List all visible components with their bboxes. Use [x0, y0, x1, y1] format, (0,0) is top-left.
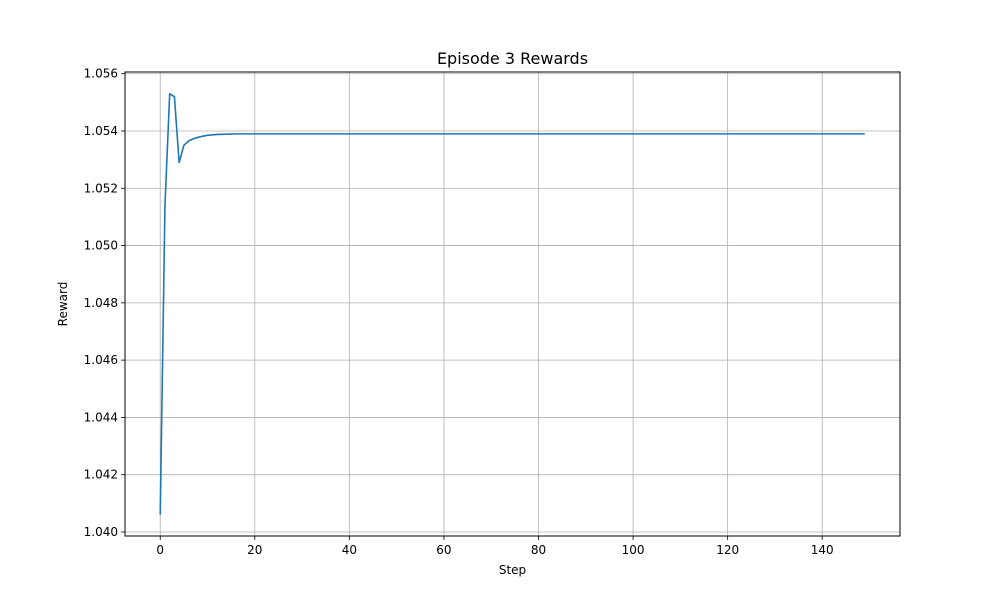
series-line-0: [159, 92, 865, 515]
x-tick-label: 140: [811, 543, 834, 557]
plot-area-frame: [124, 71, 901, 537]
x-tick-label: 60: [436, 543, 451, 557]
x-tick-label: 40: [342, 543, 357, 557]
y-axis-label: Reward: [56, 282, 70, 327]
series-layer: [159, 92, 865, 515]
y-tick-label: 1.056: [84, 67, 118, 81]
x-axis-label: Step: [499, 563, 526, 577]
y-tick-label: 1.044: [84, 410, 118, 424]
y-tick-label: 1.040: [84, 525, 118, 539]
x-tick-label: 100: [622, 543, 645, 557]
x-tick-label: 120: [716, 543, 739, 557]
y-axis-ticks: 1.040 1.042 1.044 1.046 1.048 1.050 1.052 1.054…: [84, 67, 125, 539]
x-tick-label: 0: [156, 543, 164, 557]
x-axis-ticks: 0 20 40 60 80 100 120 140: [156, 536, 834, 557]
y-tick-label: 1.048: [84, 296, 118, 310]
y-tick-label: 1.052: [84, 181, 118, 195]
grid: [125, 72, 900, 536]
y-tick-label: 1.042: [84, 468, 118, 482]
y-tick-label: 1.050: [84, 239, 118, 253]
y-tick-label: 1.046: [84, 353, 118, 367]
chart-title: Episode 3 Rewards: [437, 49, 588, 68]
x-tick-label: 80: [531, 543, 546, 557]
y-tick-label: 1.054: [84, 124, 118, 138]
x-tick-label: 20: [247, 543, 262, 557]
